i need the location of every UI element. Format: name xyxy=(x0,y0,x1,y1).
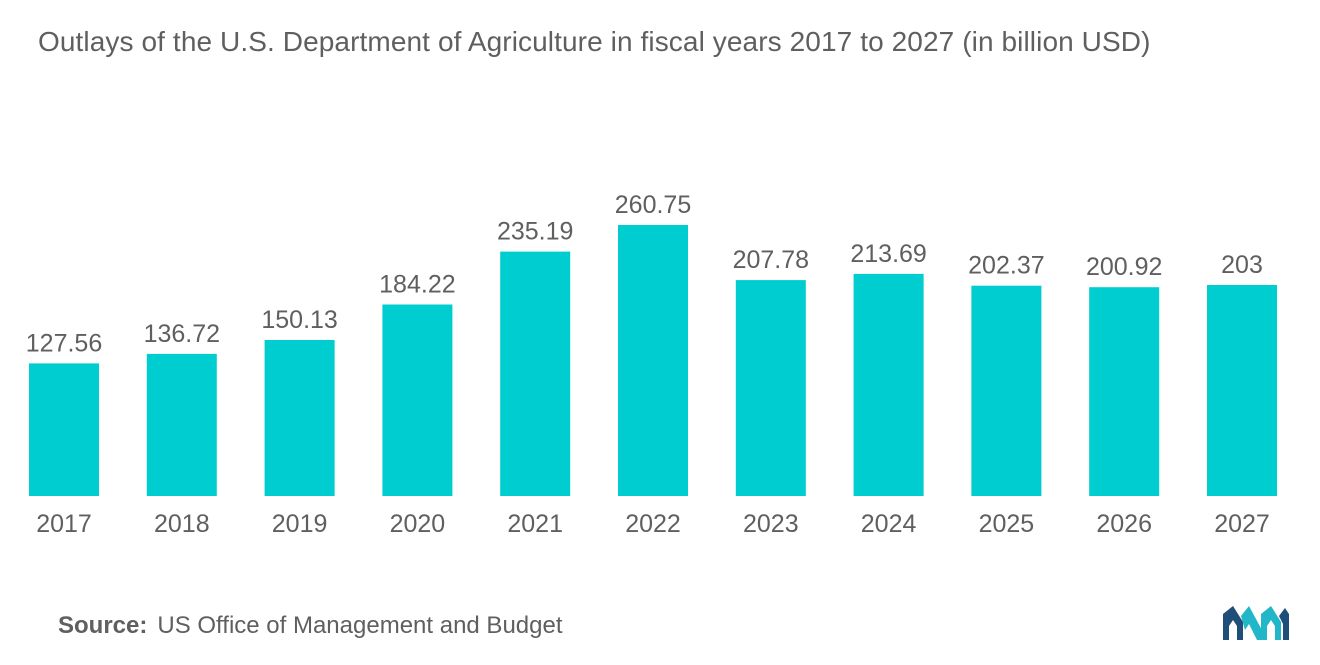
x-tick-label-2023: 2023 xyxy=(743,510,799,538)
x-tick-label-2019: 2019 xyxy=(272,510,328,538)
value-label-2020: 184.22 xyxy=(379,271,455,299)
value-label-2025: 202.37 xyxy=(968,252,1044,280)
source-note: Source: US Office of Management and Budge… xyxy=(58,612,563,640)
x-tick-label-2025: 2025 xyxy=(979,510,1035,538)
x-tick-label-2022: 2022 xyxy=(625,510,681,538)
source-label: Source: xyxy=(58,612,148,639)
x-tick-label-2024: 2024 xyxy=(861,510,917,538)
x-tick-label-2017: 2017 xyxy=(36,510,92,538)
bar-2020 xyxy=(382,304,453,496)
bar-2027 xyxy=(1207,285,1277,496)
bar-chart: 127.56 2017 136.72 2018 150.13 2019 184.22 2020… xyxy=(26,191,1277,538)
bar-2025 xyxy=(971,285,1042,496)
chart-title: Outlays of the U.S. Department of Agricu… xyxy=(38,26,1151,57)
bar-2022 xyxy=(618,225,688,496)
company-logo-icon xyxy=(1223,606,1289,640)
bar-2023 xyxy=(735,280,806,496)
source-text: US Office of Management and Budget xyxy=(157,612,563,639)
x-tick-label-2026: 2026 xyxy=(1096,510,1152,538)
value-label-2023: 207.78 xyxy=(733,246,809,274)
x-tick-label-2018: 2018 xyxy=(154,510,210,538)
bar-2019 xyxy=(264,340,335,496)
value-label-2026: 200.92 xyxy=(1086,253,1162,281)
value-label-2024: 213.69 xyxy=(850,240,926,268)
value-label-2027: 203 xyxy=(1221,251,1263,279)
x-tick-label-2027: 2027 xyxy=(1214,510,1270,538)
value-label-2019: 150.13 xyxy=(261,306,337,334)
value-label-2021: 235.19 xyxy=(497,218,573,246)
bar-2024 xyxy=(853,273,924,496)
x-tick-label-2020: 2020 xyxy=(390,510,446,538)
value-label-2017: 127.56 xyxy=(26,329,102,357)
value-label-2018: 136.72 xyxy=(144,320,220,348)
x-tick-label-2021: 2021 xyxy=(507,510,563,538)
value-label-2022: 260.75 xyxy=(615,191,691,219)
bar-2021 xyxy=(500,251,571,496)
bar-2018 xyxy=(146,353,217,496)
bar-2026 xyxy=(1089,287,1160,496)
bar-2017 xyxy=(29,363,99,496)
